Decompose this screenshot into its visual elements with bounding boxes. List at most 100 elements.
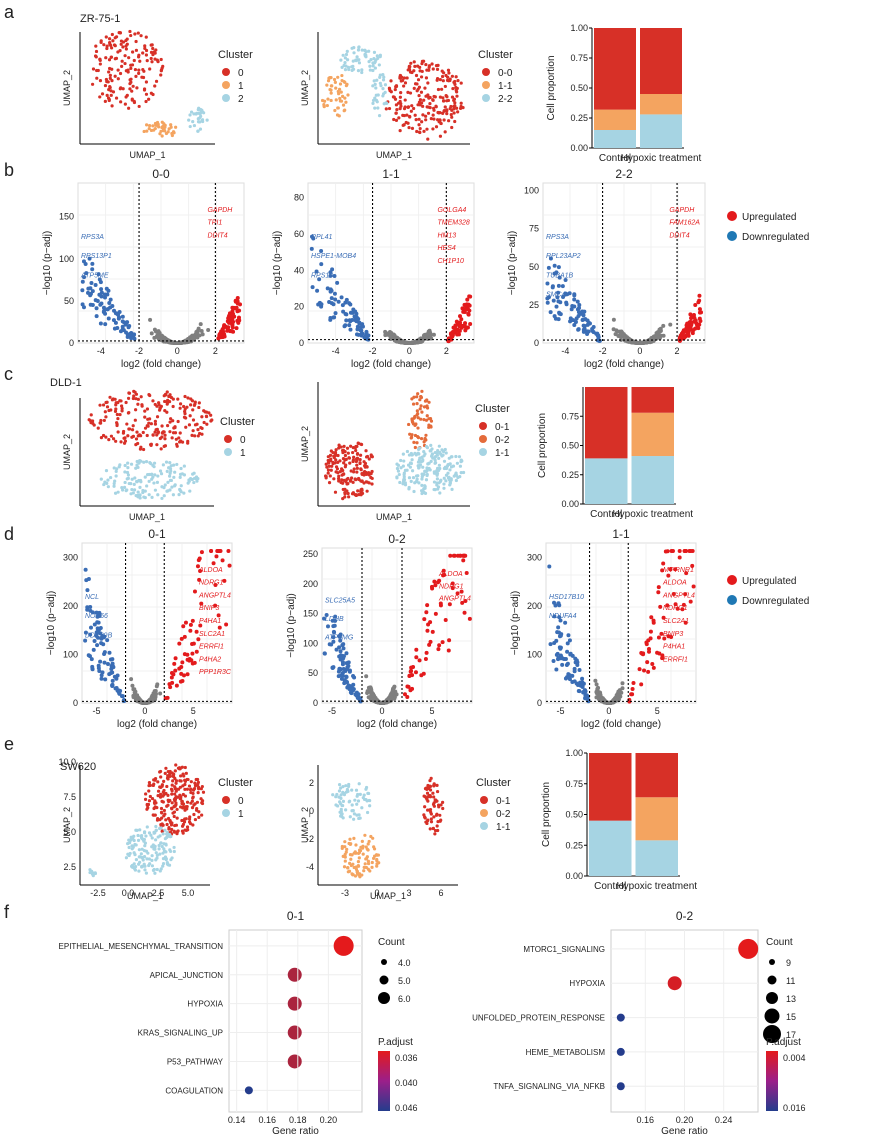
umap-point: [196, 791, 200, 795]
volcano-point: [327, 299, 332, 304]
umap-point: [151, 463, 155, 468]
umap-point: [182, 404, 186, 409]
tick-label: 0: [537, 698, 542, 708]
panel-letter-a: a: [4, 2, 15, 22]
volcano-point: [647, 339, 652, 344]
volcano-point: [132, 336, 137, 341]
volcano-point: [413, 339, 418, 344]
volcano-point: [107, 672, 112, 677]
umap-point: [145, 129, 149, 133]
umap-point: [170, 801, 174, 805]
umap-point: [109, 93, 113, 97]
umap-point: [152, 801, 157, 805]
umap-point: [166, 769, 170, 774]
volcano-point: [168, 685, 173, 690]
umap-point: [434, 813, 439, 817]
panel-letter-d: d: [4, 524, 14, 544]
umap-point: [183, 412, 187, 416]
umap-point: [112, 484, 116, 488]
umap-point: [399, 79, 403, 83]
umap-point: [145, 433, 149, 438]
tick-label: -2: [599, 346, 607, 356]
y-axis-label: −log10 (p−adj): [46, 591, 57, 656]
volcano-point: [214, 554, 219, 559]
umap-point: [432, 480, 437, 484]
umap-point: [169, 417, 173, 421]
umap-point: [171, 493, 175, 497]
gene-label-up: ERRFI1: [663, 656, 688, 663]
umap-point: [426, 111, 431, 115]
umap-point: [398, 99, 402, 104]
umap-point: [164, 791, 168, 796]
umap-point: [363, 833, 367, 837]
umap-point: [116, 416, 120, 421]
legend-swatch: [479, 448, 487, 456]
bar-segment: [585, 387, 628, 459]
x-axis-label: UMAP_1: [129, 150, 165, 160]
volcano-point: [462, 610, 467, 615]
umap-point: [351, 67, 356, 71]
volcano-point: [106, 288, 111, 293]
gene-label-up: MT-RNR1: [663, 567, 694, 574]
volcano-point: [182, 634, 187, 639]
volcano-point: [173, 656, 178, 661]
volcano-point: [555, 651, 560, 656]
colorbar: [378, 1051, 390, 1111]
umap-point: [131, 491, 135, 495]
umap-point: [327, 464, 331, 468]
volcano-point: [577, 668, 582, 673]
umap-point: [381, 94, 385, 98]
umap-point: [174, 437, 178, 441]
umap-point: [355, 870, 359, 874]
umap-point: [431, 98, 435, 102]
volcano-point: [430, 629, 435, 634]
umap-point: [345, 477, 349, 481]
volcano-point: [591, 330, 596, 335]
umap-point: [355, 794, 359, 798]
umap-point: [341, 487, 345, 492]
umap-point: [394, 118, 399, 122]
umap-point: [438, 118, 442, 123]
bar-segment: [631, 387, 674, 413]
umap-point: [152, 481, 156, 485]
umap-point: [145, 59, 149, 63]
umap-point: [339, 793, 343, 797]
umap-point: [113, 74, 117, 78]
umap-point: [425, 446, 430, 450]
umap-point: [423, 787, 428, 791]
gene-label-up: TMEM328: [437, 220, 469, 227]
umap-point: [93, 54, 98, 58]
umap-point: [332, 477, 336, 481]
umap-point: [150, 495, 154, 499]
umap-point: [423, 486, 427, 490]
legend-title: Cluster: [478, 49, 513, 61]
umap-point: [344, 100, 348, 104]
umap-point: [446, 471, 450, 475]
umap-point: [424, 478, 429, 482]
cell-line-title: ZR-75-1: [80, 13, 120, 25]
umap-point: [432, 117, 436, 121]
umap-point: [455, 461, 459, 465]
umap-point: [363, 48, 367, 52]
umap-point: [172, 131, 176, 135]
umap-point: [147, 784, 151, 788]
umap-point: [441, 449, 446, 454]
umap-point: [145, 857, 149, 861]
umap-point: [182, 415, 187, 419]
umap-point: [358, 457, 362, 462]
gene-label-down: RPS10: [311, 272, 333, 279]
umap-point: [138, 860, 142, 864]
umap-point: [373, 854, 377, 858]
tick-label: -4: [306, 862, 314, 872]
volcano-point: [448, 553, 453, 558]
umap-point: [422, 815, 427, 819]
umap-point: [155, 433, 159, 437]
umap-point: [454, 478, 458, 483]
volcano-point: [92, 639, 97, 644]
umap-point: [366, 848, 370, 852]
umap-point: [155, 818, 160, 822]
umap-point: [147, 831, 152, 835]
volcano-point: [330, 665, 335, 670]
umap-point: [442, 459, 447, 463]
umap-point: [352, 51, 356, 55]
